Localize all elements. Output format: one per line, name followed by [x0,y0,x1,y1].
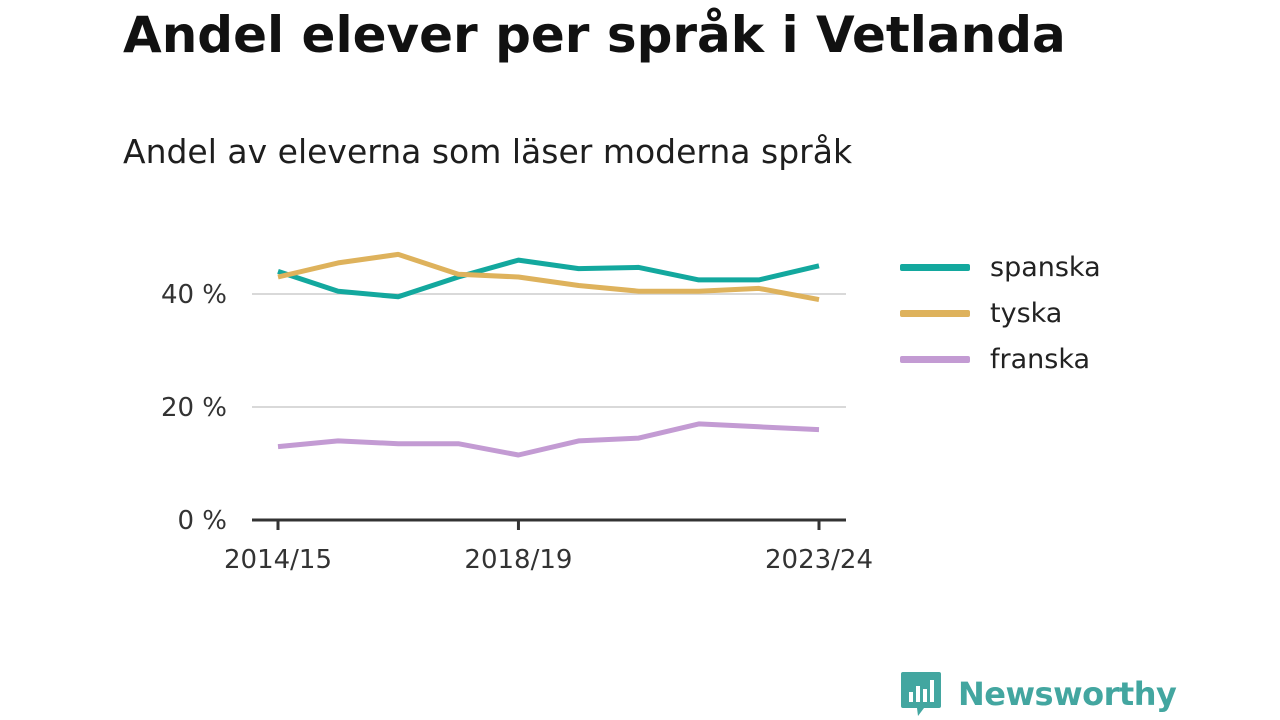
legend: spanska tyska franska [900,244,1101,382]
y-tick-label: 20 % [161,393,227,423]
axis-layer: 0 % 20 % 40 % 2014/15 2018/19 2023/24 [161,280,873,575]
series-line-tyska [277,251,820,303]
y-tick-label: 40 % [161,280,227,310]
chart-title: Andel elever per språk i Vetlanda [123,6,1066,64]
legend-label: spanska [990,251,1101,283]
x-tick-label: 2018/19 [464,545,572,575]
bar-chart-logo-icon [901,672,941,716]
legend-label: tyska [990,297,1063,329]
y-tick-label: 0 % [177,506,227,536]
series-line-franska [277,421,820,458]
series-line-spanska [277,257,820,300]
chart-subtitle: Andel av eleverna som läser moderna språ… [123,132,853,171]
x-tick-label: 2023/24 [765,545,873,575]
legend-item-spanska: spanska [900,244,1101,290]
legend-item-tyska: tyska [900,290,1101,336]
grid-layer [252,293,846,408]
series-layer [277,251,820,458]
legend-label: franska [990,343,1091,375]
brand-name: Newsworthy [958,675,1177,713]
legend-swatch [900,263,970,271]
x-tick-label: 2014/15 [224,545,332,575]
legend-item-franska: franska [900,336,1101,382]
newsworthy-logo: Newsworthy [900,670,1177,718]
legend-swatch [900,309,970,317]
legend-swatch [900,355,970,363]
